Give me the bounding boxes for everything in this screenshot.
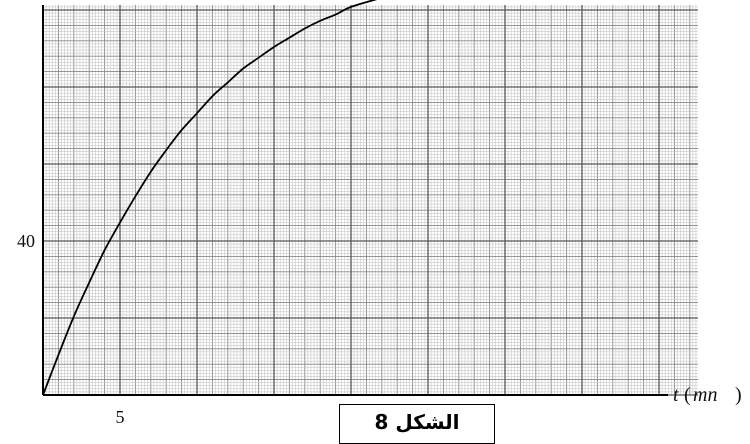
plot-background (43, 5, 698, 395)
minor-gridlines (43, 5, 698, 395)
chart: 5 40 t ( mn ) (17, 0, 742, 427)
x-axis-label-open-paren: ( (684, 384, 691, 406)
figure-caption: الشكل 8 (339, 404, 495, 444)
series-line (42, 0, 378, 396)
x-axis-label-close-paren: ) (735, 384, 742, 406)
y-tick-label: 40 (17, 231, 35, 251)
x-axis-label-unit: mn (693, 384, 717, 406)
x-tick-label: 5 (116, 407, 125, 427)
x-axis-label-prefix: t (673, 384, 679, 406)
